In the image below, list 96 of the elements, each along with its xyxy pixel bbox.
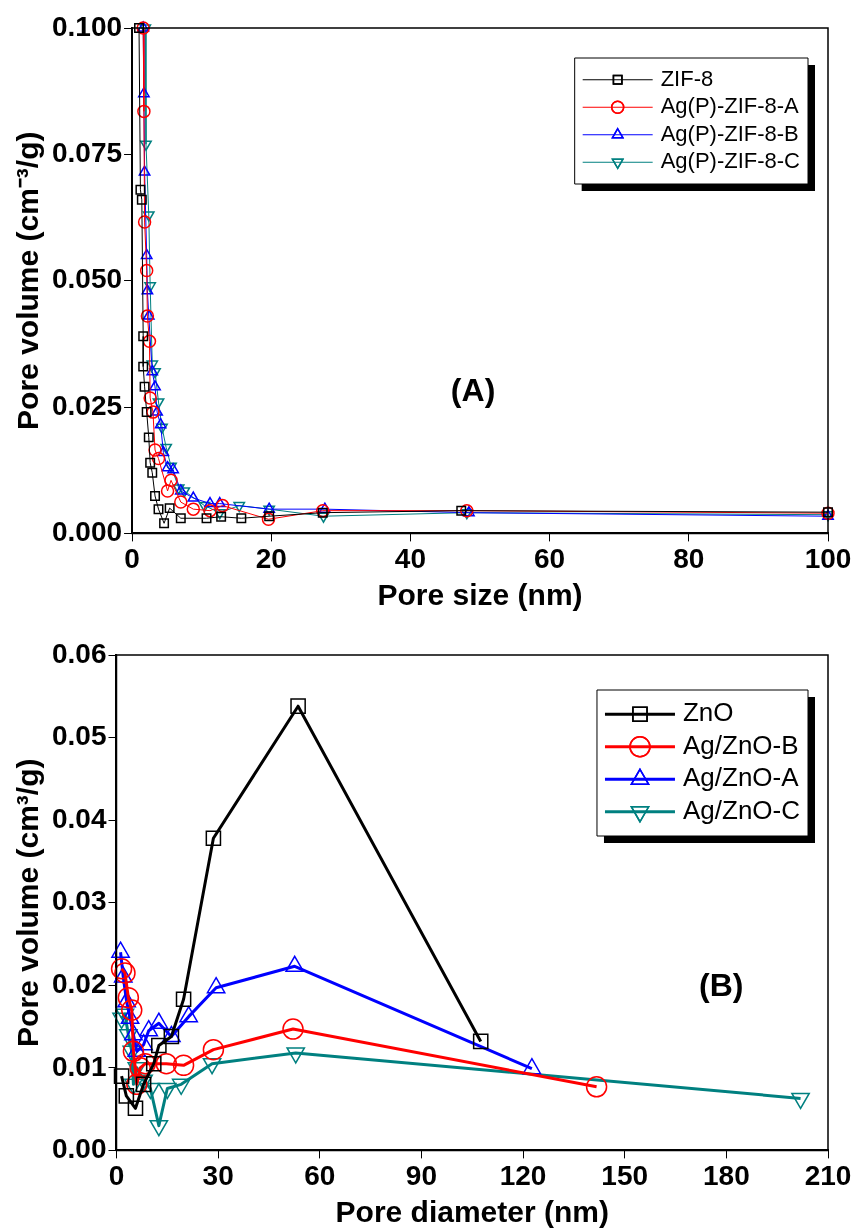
point bbox=[160, 484, 175, 498]
legend-label: ZnO bbox=[682, 697, 734, 728]
point bbox=[201, 513, 212, 524]
point bbox=[140, 248, 153, 260]
legend-label: Ag/ZnO-C bbox=[682, 794, 801, 825]
point bbox=[164, 503, 175, 514]
x-tick-label: 180 bbox=[703, 1159, 750, 1191]
x-tick-label: 120 bbox=[499, 1159, 547, 1191]
y-tick-label: 0.01 bbox=[52, 1050, 107, 1082]
y-tick-label: 0.05 bbox=[52, 720, 107, 752]
point bbox=[141, 407, 152, 418]
point bbox=[137, 215, 152, 229]
legend-label: Ag(P)-ZIF-8-B bbox=[660, 120, 799, 146]
point bbox=[134, 23, 145, 33]
point bbox=[317, 507, 328, 518]
point bbox=[146, 360, 159, 371]
x-tick-label: 60 bbox=[534, 542, 566, 574]
point bbox=[145, 457, 156, 468]
point bbox=[138, 331, 149, 342]
point bbox=[264, 511, 275, 522]
x-tick-label: 30 bbox=[202, 1159, 234, 1191]
point bbox=[143, 391, 157, 405]
point bbox=[204, 496, 216, 508]
x-tick-label: 0 bbox=[124, 542, 140, 574]
point bbox=[261, 512, 276, 526]
point bbox=[174, 495, 188, 509]
y-tick-label: 0.03 bbox=[52, 885, 107, 917]
point bbox=[316, 503, 330, 518]
point bbox=[138, 361, 149, 372]
x-axis-title: Pore diameter (nm) bbox=[335, 1195, 609, 1229]
point bbox=[178, 487, 191, 498]
x-tick-label: 20 bbox=[255, 542, 287, 574]
y-tick-label: 0.075 bbox=[51, 137, 123, 169]
point bbox=[187, 491, 200, 502]
y-tick-label: 0.06 bbox=[52, 637, 107, 669]
point bbox=[147, 467, 158, 478]
x-tick-label: 80 bbox=[673, 542, 705, 574]
x-tick-label: 90 bbox=[405, 1159, 437, 1191]
point bbox=[152, 398, 165, 409]
legend-label: Ag(P)-ZIF-8-A bbox=[660, 93, 800, 119]
point bbox=[213, 496, 226, 508]
point bbox=[137, 86, 150, 98]
x-tick-label: 60 bbox=[304, 1159, 336, 1191]
point bbox=[148, 443, 162, 457]
legend-label: Ag/ZnO-A bbox=[682, 762, 800, 793]
point bbox=[135, 184, 146, 195]
point bbox=[198, 501, 211, 513]
x-tick-label: 40 bbox=[394, 542, 427, 574]
point bbox=[136, 194, 147, 205]
point bbox=[164, 473, 178, 488]
y-tick-label: 0.100 bbox=[51, 10, 123, 42]
point bbox=[175, 513, 186, 524]
point bbox=[146, 405, 160, 419]
point bbox=[137, 104, 151, 119]
point bbox=[317, 512, 330, 523]
point bbox=[456, 505, 467, 516]
y-tick-label: 0.050 bbox=[51, 263, 123, 295]
point bbox=[139, 263, 154, 278]
point bbox=[151, 405, 164, 416]
annotation: (A) bbox=[450, 371, 496, 408]
x-tick-label: 210 bbox=[804, 1159, 852, 1191]
y-tick-label: 0.02 bbox=[52, 967, 107, 999]
y-tick-label: 0.025 bbox=[51, 389, 123, 421]
point bbox=[143, 432, 154, 443]
x-axis-title: Pore size (nm) bbox=[377, 578, 583, 612]
point bbox=[142, 211, 155, 222]
y-axis-title: Pore volume (cm³/g) bbox=[11, 758, 45, 1047]
point bbox=[140, 140, 152, 151]
x-tick-label: 100 bbox=[804, 542, 852, 574]
x-tick-label: 0 bbox=[108, 1159, 125, 1191]
legend-label: Ag(P)-ZIF-8-C bbox=[660, 148, 801, 174]
legend-label: Ag/ZnO-B bbox=[682, 729, 799, 760]
annotation: (B) bbox=[699, 966, 744, 1003]
point bbox=[236, 513, 247, 524]
point bbox=[149, 380, 161, 391]
y-axis-title: Pore volume (cm⁻³/g) bbox=[11, 131, 45, 430]
legend-label: ZIF-8 bbox=[660, 65, 714, 91]
point bbox=[318, 502, 331, 513]
point bbox=[159, 518, 170, 529]
y-tick-label: 0.04 bbox=[52, 802, 107, 834]
point bbox=[142, 334, 157, 349]
x-tick-label: 150 bbox=[601, 1159, 649, 1191]
y-tick-label: 0.000 bbox=[51, 516, 123, 548]
point bbox=[186, 502, 201, 516]
point bbox=[151, 451, 166, 466]
point bbox=[138, 165, 151, 176]
point bbox=[203, 503, 217, 518]
point bbox=[153, 504, 164, 515]
point bbox=[139, 381, 150, 392]
y-tick-label: 0.00 bbox=[52, 1133, 107, 1165]
point bbox=[150, 491, 161, 501]
point bbox=[161, 460, 174, 472]
point bbox=[215, 498, 230, 513]
point bbox=[154, 417, 167, 429]
point bbox=[156, 423, 168, 435]
point bbox=[233, 501, 246, 513]
